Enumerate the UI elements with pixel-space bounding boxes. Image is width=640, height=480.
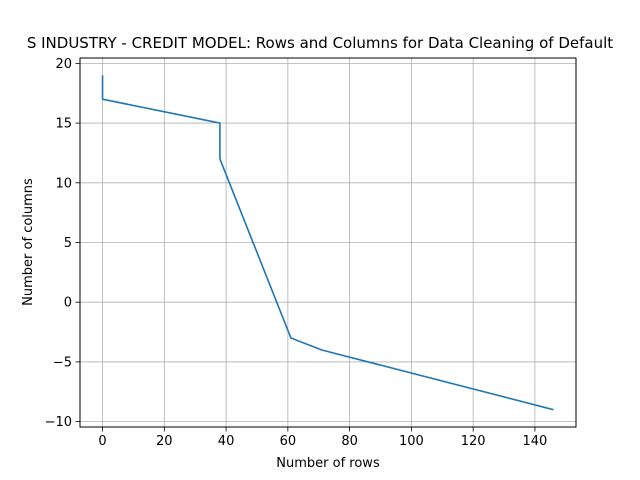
- x-tick-label: 40: [218, 434, 235, 449]
- y-tick-label: −5: [53, 355, 72, 370]
- y-tick-label: 15: [55, 117, 72, 132]
- y-tick-label: 10: [55, 176, 72, 191]
- x-tick-label: 20: [156, 434, 173, 449]
- y-axis-label: Number of columns: [21, 178, 36, 306]
- axis-ticks: 0 20 40 60 80 100 120 140 −10 −5 0 5 10 15 20: [45, 57, 548, 449]
- grid-lines: [80, 58, 576, 427]
- series-layer: [101, 75, 554, 411]
- y-tick-label: 0: [64, 296, 72, 311]
- series-line-0: [101, 75, 554, 411]
- x-tick-label: 0: [98, 434, 106, 449]
- chart-title: S INDUSTRY - CREDIT MODEL: Rows and Colu…: [27, 34, 613, 52]
- y-tick-label: 5: [64, 236, 72, 251]
- x-tick-label: 80: [341, 434, 358, 449]
- x-tick-label: 60: [280, 434, 297, 449]
- y-tick-label: −10: [45, 415, 72, 430]
- x-tick-label: 120: [461, 434, 486, 449]
- x-tick-label: 140: [523, 434, 548, 449]
- x-tick-label: 100: [399, 434, 424, 449]
- x-axis-label: Number of rows: [276, 456, 380, 471]
- y-tick-label: 20: [55, 57, 72, 72]
